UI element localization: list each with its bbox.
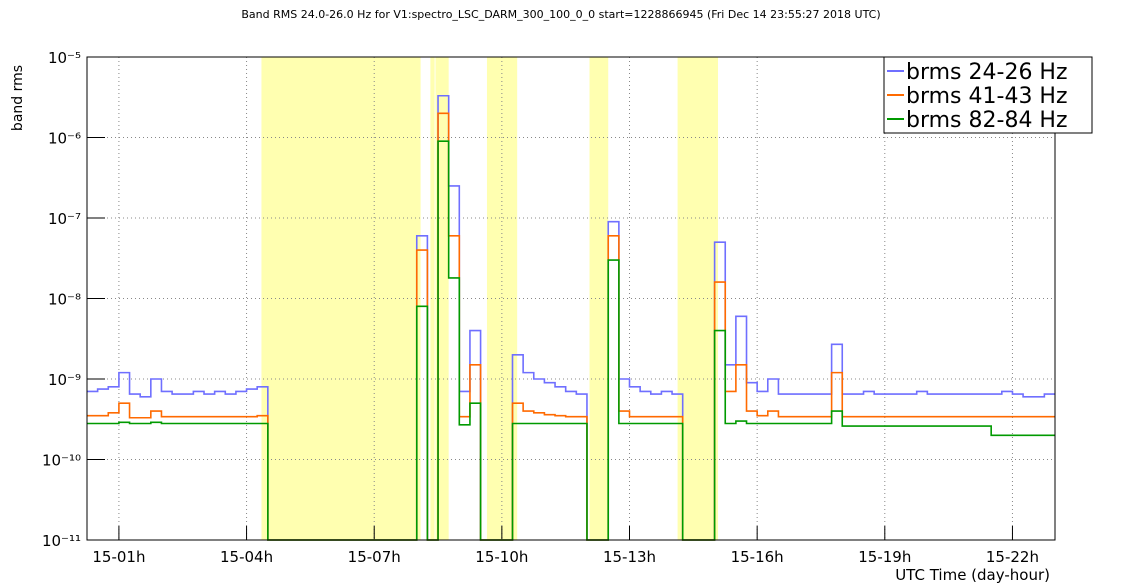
y-tick-label: 10⁻¹⁰ (42, 452, 81, 470)
x-tick-label: 15-13h (603, 548, 656, 566)
highlight-range (589, 57, 609, 540)
y-tick-label: 10⁻⁷ (48, 210, 81, 228)
series-line (87, 140, 1055, 541)
highlight-range (430, 57, 435, 540)
y-axis-label: band rms (10, 65, 26, 131)
legend-label: brms 24-26 Hz (906, 60, 1068, 85)
x-tick-label: 15-10h (475, 548, 528, 566)
highlight-range (261, 57, 421, 540)
y-tick-label: 10⁻¹¹ (42, 532, 81, 550)
x-tick-label: 15-07h (348, 548, 401, 566)
y-tick-label: 10⁻⁶ (48, 130, 81, 148)
x-tick-label: 15-19h (858, 548, 911, 566)
y-tick-label: 10⁻⁵ (48, 49, 81, 67)
legend-label: brms 41-43 Hz (906, 84, 1068, 109)
legend-box (883, 56, 1093, 134)
x-tick-label: 15-16h (731, 548, 784, 566)
x-tick-label: 15-01h (92, 548, 145, 566)
y-tick-label: 10⁻⁹ (48, 371, 81, 389)
plot-frame (86, 56, 1056, 541)
series-line (87, 94, 1055, 541)
x-tick-label: 15-04h (220, 548, 273, 566)
chart-title: Band RMS 24.0-26.0 Hz for V1:spectro_LSC… (241, 8, 880, 21)
y-tick-label: 10⁻⁸ (48, 291, 81, 309)
x-axis-label: UTC Time (day-hour) (895, 566, 1050, 584)
series-line (87, 112, 1055, 541)
legend-label: brms 82-84 Hz (906, 108, 1068, 133)
x-tick-label: 15-22h (986, 548, 1039, 566)
